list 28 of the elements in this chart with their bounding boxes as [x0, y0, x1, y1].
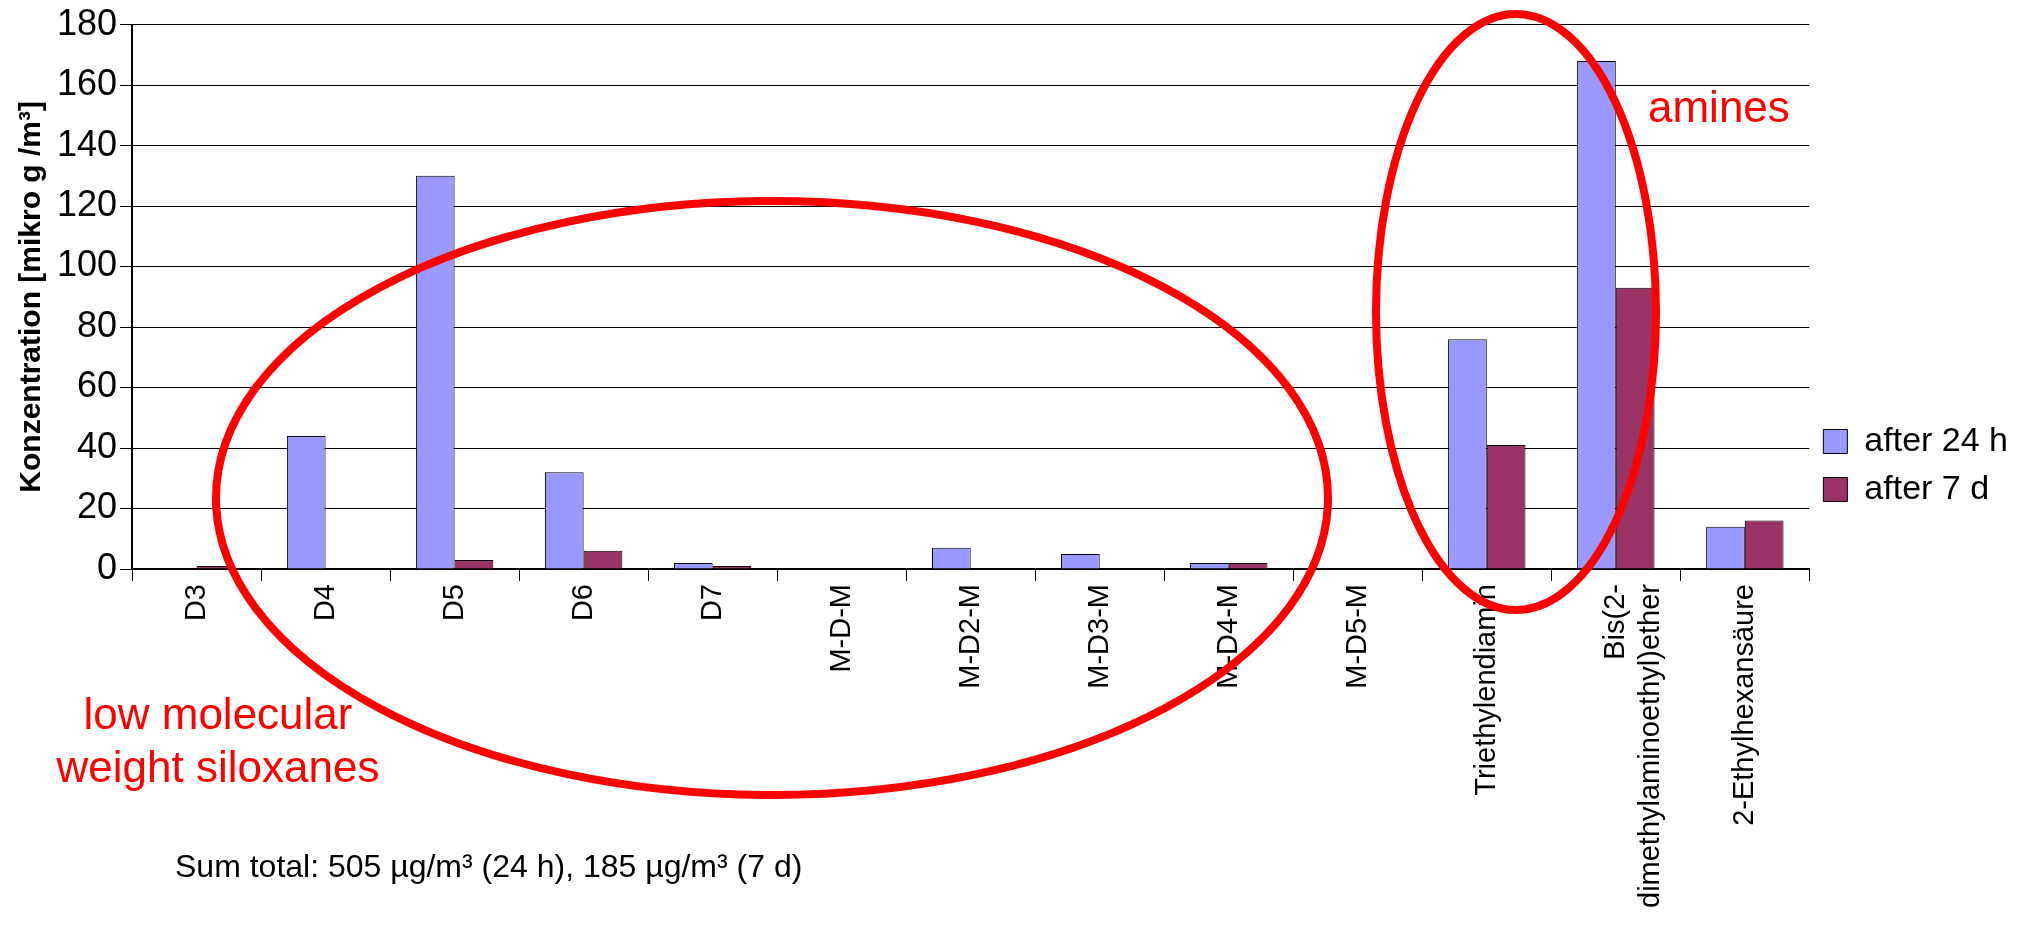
legend-label: after 7 d — [1864, 467, 1990, 506]
x-tick-label: 2-Ethylhexansäure — [1726, 584, 1759, 826]
y-tick-label: 40 — [77, 424, 118, 466]
y-tick-label: 60 — [77, 364, 118, 406]
x-tick-label: M-D3-M — [1081, 584, 1114, 689]
text: Sum total: 505 µg/m³ (24 h), 185 µg/m³ (7 d) — [175, 848, 803, 885]
x-tick-label: M-D2-M — [952, 584, 985, 689]
x-tick-label: M-D5-M — [1339, 584, 1372, 689]
x-tick-label: Triethylendiamin — [1468, 584, 1501, 796]
y-tick-label: 80 — [77, 303, 118, 345]
x-tick-label: M-D-M — [823, 584, 856, 673]
text: low molecular weight siloxanes — [55, 688, 381, 793]
y-tick-label: 0 — [97, 545, 118, 587]
x-tick-label: D3 — [178, 584, 211, 622]
y-tick-label: 180 — [56, 1, 118, 43]
x-tick-label: Bis(2-dimethylaminoethyl)ether — [1597, 583, 1665, 908]
y-tick-label: 100 — [56, 243, 118, 285]
x-tick-label: D4 — [307, 584, 340, 622]
annotation: amines — [1648, 82, 1790, 132]
x-tick-label: D6 — [565, 584, 598, 622]
x-tick-label: D5 — [436, 584, 469, 622]
y-tick-label: 160 — [56, 62, 118, 104]
legend-label: after 24 h — [1864, 419, 2008, 458]
y-tick-label: 120 — [56, 182, 118, 224]
y-tick-label: 20 — [77, 485, 118, 527]
y-tick-label: 140 — [56, 122, 118, 164]
x-tick-label: D7 — [694, 584, 727, 622]
y-axis-title: Konzentration [mikro g /m³] — [13, 100, 47, 493]
